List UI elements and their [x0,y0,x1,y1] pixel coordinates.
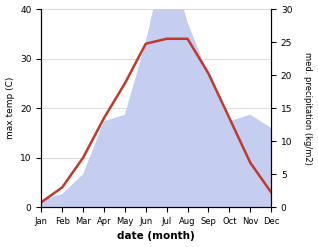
Y-axis label: max temp (C): max temp (C) [5,77,15,139]
Y-axis label: med. precipitation (kg/m2): med. precipitation (kg/m2) [303,52,313,165]
X-axis label: date (month): date (month) [117,231,195,242]
